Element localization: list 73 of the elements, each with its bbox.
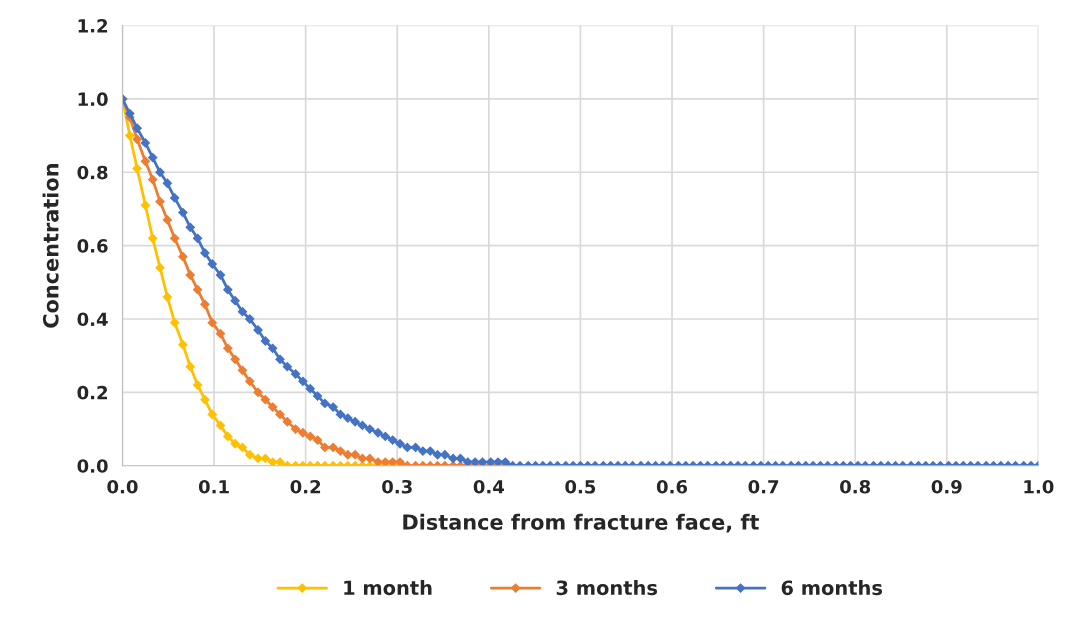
- point: [215, 328, 226, 339]
- point: [260, 394, 271, 405]
- point: [192, 380, 203, 390]
- point: [140, 156, 151, 167]
- point: [244, 376, 255, 387]
- x-tick-label: 1.0: [1024, 479, 1054, 494]
- point: [185, 270, 196, 280]
- point: [222, 431, 233, 442]
- x-tick-label: 0.5: [565, 479, 596, 494]
- point: [305, 431, 316, 442]
- point: [178, 251, 188, 262]
- x-tick-label: 0.1: [198, 479, 229, 494]
- x-tick-label: 0.6: [656, 479, 688, 494]
- point: [132, 163, 143, 174]
- point: [312, 435, 323, 445]
- point: [282, 416, 293, 427]
- y-tick-label: 0.8: [77, 165, 108, 180]
- point: [147, 233, 158, 244]
- point: [169, 233, 180, 244]
- x-tick-label: 0.8: [840, 479, 871, 494]
- point: [162, 215, 173, 225]
- y-tick-label: 0.6: [77, 239, 108, 253]
- point: [267, 402, 278, 412]
- point: [140, 200, 151, 211]
- point: [253, 453, 263, 464]
- y-tick-label: 0.2: [77, 385, 108, 400]
- point: [155, 262, 165, 273]
- x-axis-title: Distance from fracture face, ft: [403, 513, 759, 533]
- legend-label: 3 months: [556, 580, 658, 596]
- point: [230, 354, 241, 365]
- point: [200, 394, 210, 405]
- point: [244, 449, 255, 460]
- x-tick-label: 0.4: [473, 479, 504, 494]
- point: [319, 442, 330, 453]
- x-tick-label: 0.3: [382, 479, 412, 494]
- point: [335, 446, 346, 456]
- point: [260, 453, 271, 464]
- point: [222, 343, 233, 354]
- point: [124, 130, 135, 141]
- point: [267, 457, 278, 466]
- legend-label: 6 months: [781, 580, 883, 596]
- point: [215, 420, 226, 431]
- point: [155, 196, 165, 207]
- y-axis-title: Concentration: [42, 164, 59, 328]
- x-tick-label: 0.9: [931, 479, 962, 494]
- y-tick-label: 0.0: [77, 459, 108, 473]
- x-tick-label: 0.0: [107, 479, 138, 494]
- point: [132, 134, 143, 145]
- point: [178, 339, 188, 350]
- point: [162, 292, 173, 302]
- point: [328, 442, 339, 453]
- point: [200, 299, 210, 310]
- point: [185, 361, 196, 372]
- point: [350, 449, 361, 460]
- point: [207, 409, 218, 420]
- point: [253, 387, 263, 398]
- point: [169, 317, 180, 328]
- point: [290, 424, 301, 434]
- x-tick-label: 0.2: [290, 479, 321, 494]
- point: [275, 409, 285, 420]
- point: [237, 365, 248, 376]
- point: [275, 457, 285, 466]
- x-tick-label: 0.7: [748, 479, 779, 494]
- legend-label: 1 month: [344, 580, 432, 596]
- point: [237, 442, 248, 453]
- point: [207, 317, 218, 328]
- y-tick-label: 1.2: [78, 18, 108, 33]
- point: [230, 438, 241, 449]
- point: [298, 427, 308, 438]
- y-tick-label: 0.4: [77, 312, 108, 327]
- point: [192, 284, 203, 295]
- point: [147, 174, 158, 185]
- y-tick-label: 1.0: [78, 92, 108, 107]
